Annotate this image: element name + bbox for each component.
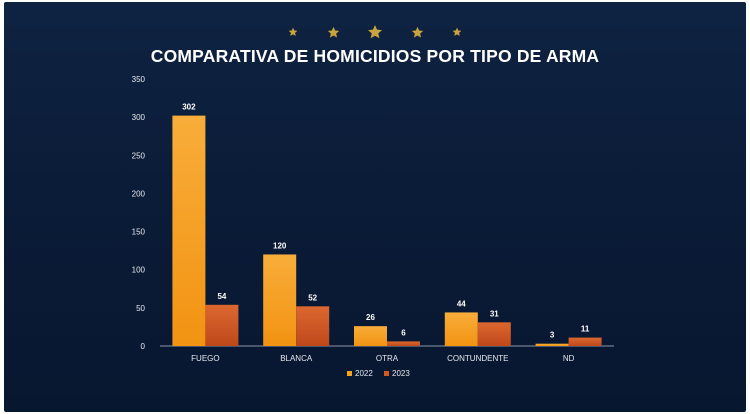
bar-2022 <box>535 343 569 346</box>
bar-2022 <box>263 254 297 346</box>
star-icon <box>368 25 382 39</box>
x-tick-label: ND <box>563 354 575 363</box>
data-label: 6 <box>401 328 406 337</box>
bar-2023 <box>568 337 602 346</box>
bar-2023 <box>296 306 330 346</box>
y-tick-label: 300 <box>132 113 146 122</box>
x-tick-label: FUEGO <box>191 354 219 363</box>
legend-label: 2023 <box>392 369 410 378</box>
y-tick-label: 0 <box>141 342 146 351</box>
bar-2023 <box>205 304 239 346</box>
data-label: 26 <box>366 313 375 322</box>
star-icon <box>327 26 339 38</box>
x-tick-label: OTRA <box>376 354 399 363</box>
bar-2022 <box>172 115 206 346</box>
chart-title: COMPARATIVA DE HOMICIDIOS POR TIPO DE AR… <box>150 46 600 66</box>
bar-2023 <box>477 322 511 346</box>
x-tick-label: BLANCA <box>280 354 313 363</box>
x-tick-label: CONTUNDENTE <box>447 354 508 363</box>
legend-swatch <box>347 371 352 376</box>
bar-chart: 0 50 100 150 200 250 300 350 302 54 FUEGO 120 52 BLAN… <box>132 75 614 378</box>
data-label: 54 <box>217 292 226 301</box>
bar-2022 <box>354 326 387 346</box>
y-tick-label: 150 <box>132 228 146 237</box>
y-tick-label: 350 <box>132 75 146 84</box>
data-label: 120 <box>273 241 287 250</box>
y-tick-label: 250 <box>132 151 146 160</box>
bar-2023 <box>387 341 420 346</box>
data-label: 302 <box>182 103 196 112</box>
y-tick-label: 100 <box>132 266 146 275</box>
data-label: 52 <box>308 293 317 302</box>
data-label: 3 <box>550 331 555 340</box>
chart-panel: COMPARATIVA DE HOMICIDIOS POR TIPO DE AR… <box>4 2 746 412</box>
data-label: 31 <box>490 309 499 318</box>
bar-2022 <box>444 312 478 346</box>
star-icon <box>452 27 462 36</box>
data-label: 44 <box>457 299 466 308</box>
legend-label: 2022 <box>355 369 373 378</box>
y-tick-label: 50 <box>136 304 145 313</box>
star-icon <box>288 27 298 36</box>
data-label: 11 <box>581 325 590 334</box>
y-tick-label: 200 <box>132 189 146 198</box>
star-icon <box>411 26 423 38</box>
legend-swatch <box>384 371 389 376</box>
stars-row <box>4 20 746 44</box>
